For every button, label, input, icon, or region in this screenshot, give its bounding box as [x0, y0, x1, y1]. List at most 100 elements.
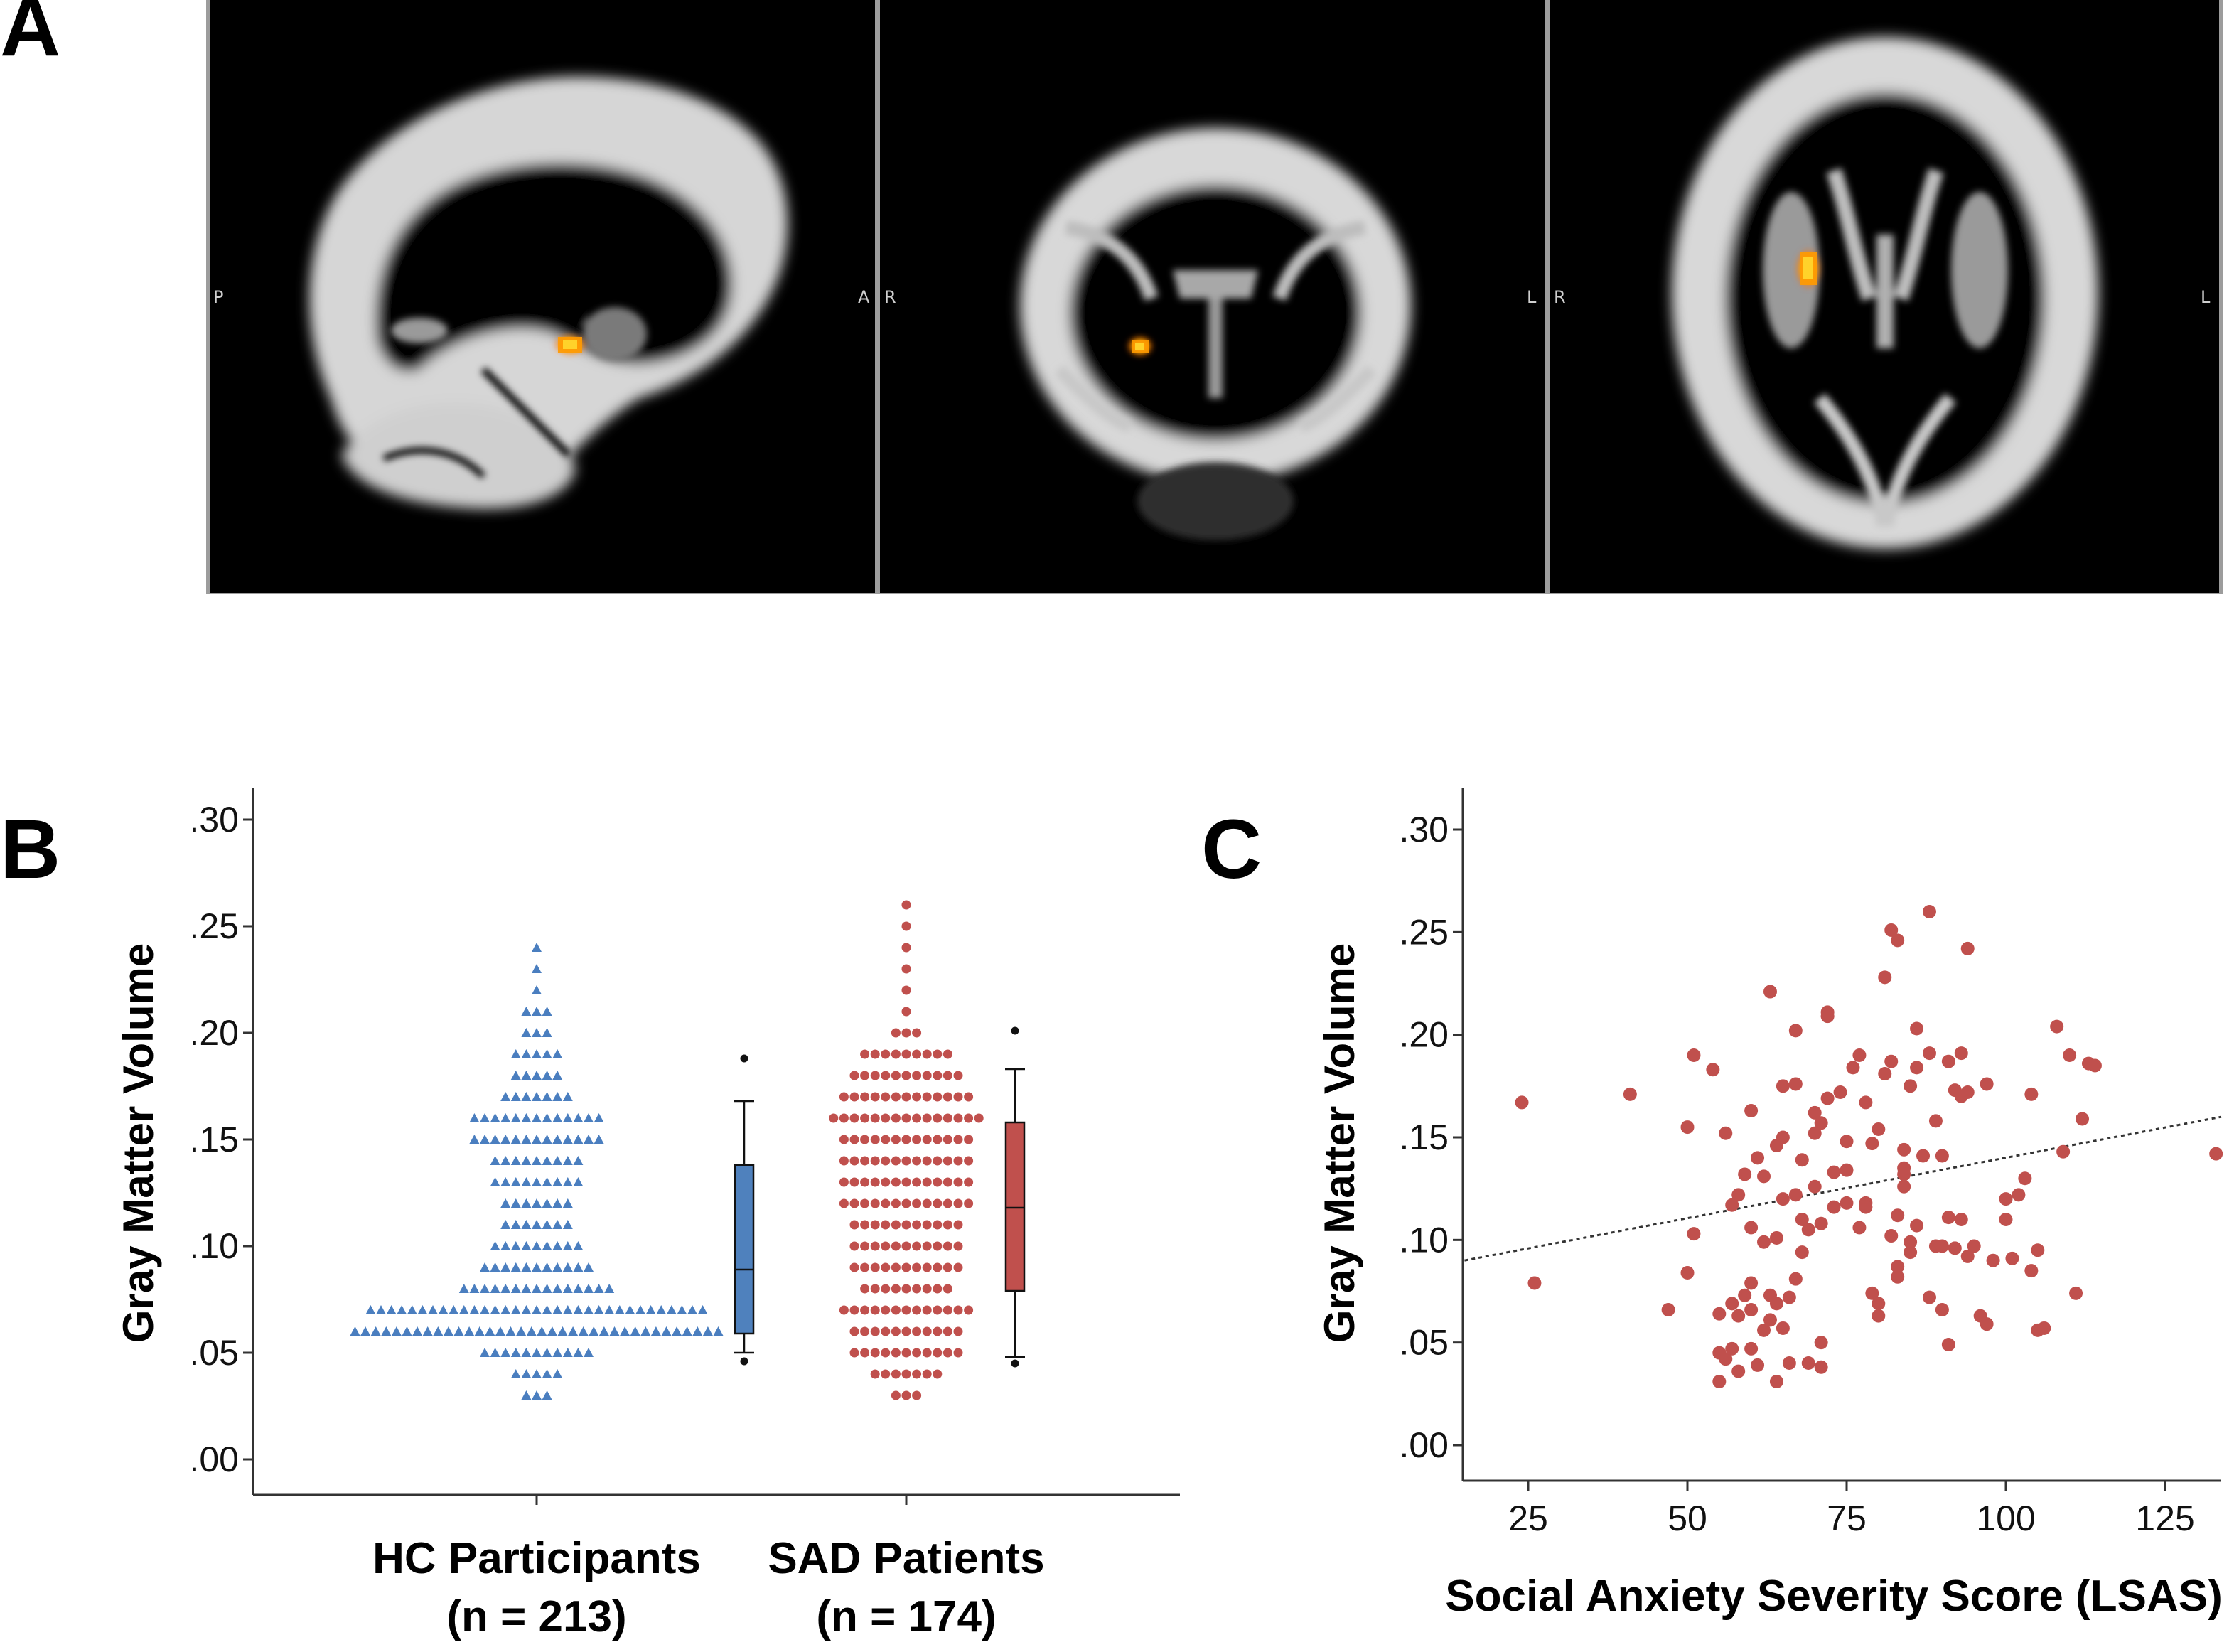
chart-b-sad-point	[901, 1284, 911, 1294]
chart-c-point	[1941, 1211, 1955, 1225]
chart-b-hc-point	[598, 1326, 609, 1336]
chart-c-point	[1872, 1309, 1886, 1323]
chart-b-sad-point	[860, 1284, 870, 1294]
chart-c-point	[1757, 1323, 1771, 1337]
chart-b-sad-point	[901, 1049, 911, 1059]
chart-c-point	[1948, 1241, 1962, 1255]
chart-c-point	[1788, 1272, 1803, 1286]
chart-c-point	[1827, 1200, 1841, 1214]
chart-b-hc-point	[521, 1369, 532, 1378]
chart-c-y-axis-title: Gray Matter Volume	[1316, 943, 1363, 1343]
chart-b-sad-point	[891, 1198, 901, 1208]
chart-b-hc-point	[521, 1305, 532, 1314]
chart-c-x-tick-label: 75	[1827, 1498, 1867, 1538]
chart-b-sad-point	[943, 1092, 952, 1102]
chart-b-hc-point	[500, 1284, 511, 1293]
chart-c-point	[1859, 1200, 1873, 1214]
chart-b-hc-point	[620, 1326, 630, 1336]
chart-b-sad-point	[839, 1135, 849, 1144]
chart-b-sad-point	[881, 1049, 891, 1059]
chart-c-axes: .00 .05 .10 .15 .20 .25 .30 25 50 75 100 125	[1399, 788, 2221, 1538]
chart-c: .00 .05 .10 .15 .20 .25 .30 25 50 75 100 125 Gray M…	[1316, 788, 2223, 1621]
chart-b-hc-point	[532, 1113, 542, 1122]
chart-b-hc-point	[552, 1241, 563, 1250]
chart-b-hc-point	[542, 1262, 552, 1272]
chart-c-point	[1960, 941, 1975, 955]
chart-c-point	[1788, 1188, 1803, 1202]
chart-c-point	[1782, 1356, 1796, 1371]
chart-c-point	[1744, 1103, 1759, 1117]
chart-b-sad-point	[943, 1156, 952, 1166]
chart-b-sad-point	[839, 1305, 849, 1315]
chart-b-hc-point	[510, 1049, 521, 1058]
chart-b-hc-point	[552, 1113, 563, 1122]
chart-b-sad-point	[881, 1241, 891, 1251]
chart-c-point	[1719, 1126, 1733, 1140]
chart-b-sad-point	[891, 1156, 901, 1166]
chart-b-hc-point	[370, 1326, 381, 1336]
chart-b-sad-point	[901, 1198, 911, 1208]
chart-b-hc-point	[521, 1262, 532, 1272]
chart-b-hc-point	[542, 1113, 552, 1122]
chart-b-sad-point	[901, 943, 911, 953]
chart-b-hc-point	[552, 1369, 563, 1378]
chart-b-sad-point	[870, 1326, 880, 1336]
chart-c-point	[1884, 923, 1899, 937]
chart-b-sad-point	[922, 1369, 932, 1379]
chart-c-point	[1922, 1046, 1936, 1061]
chart-b-sad-point	[870, 1135, 880, 1144]
chart-b-hc-point	[557, 1326, 568, 1336]
chart-c-x-tick-label: 100	[1976, 1498, 2035, 1538]
chart-b-hc-point	[521, 1177, 532, 1186]
chart-b-hc-point	[510, 1113, 521, 1122]
chart-b-hc-point	[521, 1390, 532, 1400]
chart-b-sad-point	[891, 1049, 901, 1059]
chart-b-sad-point	[891, 1071, 901, 1080]
chart-c-point	[1814, 1360, 1828, 1374]
chart-b-sad-point	[933, 1348, 943, 1358]
chart-b-hc-point	[542, 1198, 552, 1208]
chart-b-hc-point	[573, 1135, 584, 1144]
chart-c-point	[2050, 1019, 2064, 1034]
chart-c-point	[1769, 1230, 1783, 1245]
chart-b-sad-point	[891, 1284, 901, 1294]
chart-b-sad-point	[891, 1177, 901, 1187]
chart-c-x-tick-label: 50	[1668, 1498, 1707, 1538]
chart-b-hc-point	[438, 1305, 449, 1314]
chart-b-hc-point	[500, 1305, 511, 1314]
chart-b-sad-point	[922, 1198, 932, 1208]
chart-b-hc-point	[573, 1348, 584, 1357]
chart-b-sad-point	[881, 1113, 891, 1123]
chart-b-sad-point	[943, 1220, 952, 1230]
chart-b-hc-point	[521, 1198, 532, 1208]
chart-b-sad-point	[870, 1198, 880, 1208]
chart-b-sad-point	[860, 1071, 870, 1080]
chart-b-sad-point	[922, 1113, 932, 1123]
chart-b-hc-point	[480, 1262, 490, 1272]
chart-b-hc-point	[552, 1262, 563, 1272]
chart-b-sad-point	[953, 1135, 963, 1144]
chart-b-hc-point	[490, 1284, 500, 1293]
chart-b-sad-point	[912, 1113, 922, 1123]
chart-b-sad-point	[901, 1028, 911, 1038]
chart-b-hc-point	[687, 1305, 697, 1314]
chart-b-hc-point	[552, 1092, 563, 1101]
chart-b-sad-point	[933, 1220, 943, 1230]
chart-b-sad-point	[901, 1156, 911, 1166]
chart-b-sad-point	[839, 1198, 849, 1208]
chart-c-point	[2031, 1243, 2045, 1257]
chart-b-sad-point	[891, 1369, 901, 1379]
chart-b-sad-point	[953, 1305, 963, 1315]
chart-c-point	[1840, 1135, 1854, 1149]
chart-b-hc-point	[604, 1305, 615, 1314]
chart-c-point	[1808, 1105, 1822, 1120]
chart-b-hc-point	[480, 1305, 490, 1314]
chart-b-sad-point	[964, 1177, 974, 1187]
chart-b-hc-point	[552, 1305, 563, 1314]
chart-b-hc-point	[458, 1284, 469, 1293]
chart-b-sad-point	[912, 1284, 922, 1294]
chart-c-point	[1776, 1321, 1790, 1335]
chart-b-hc-point	[594, 1113, 604, 1122]
chart-b-sad-point	[849, 1071, 859, 1080]
chart-c-point	[1725, 1341, 1739, 1356]
